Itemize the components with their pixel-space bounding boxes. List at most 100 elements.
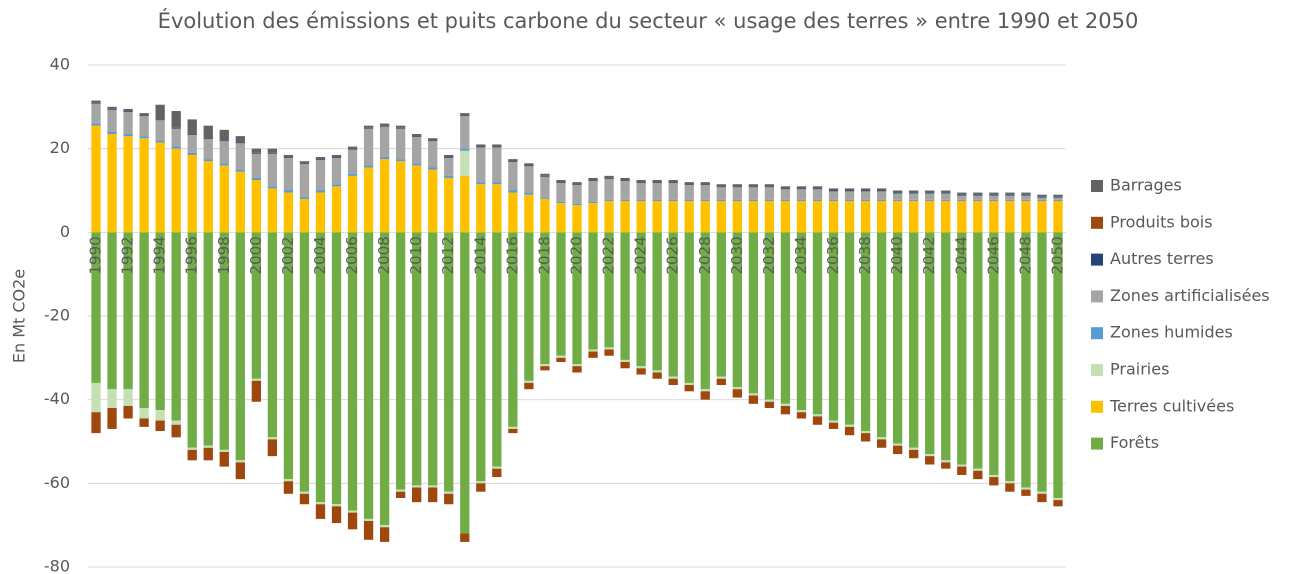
bar-segment	[1021, 232, 1031, 488]
bar-segment	[636, 182, 646, 183]
bar-segment	[155, 232, 165, 411]
bar-segment	[460, 533, 470, 542]
bar-segment	[508, 161, 518, 163]
bar-segment	[957, 232, 967, 465]
x-tick-label: 2032	[760, 236, 778, 274]
bar-segment	[1005, 194, 1015, 196]
bar-segment	[251, 152, 261, 154]
bar-segment	[508, 192, 518, 233]
bar-segment	[331, 154, 342, 158]
bar-segment	[1021, 195, 1031, 200]
bar-segment	[508, 190, 518, 193]
bar-segment	[668, 199, 678, 201]
bar-segment	[572, 203, 582, 206]
x-tick-label: 2040	[888, 236, 906, 274]
bar-segment	[860, 431, 871, 434]
bar-segment	[492, 232, 502, 467]
bar-segment	[620, 177, 630, 181]
bar-segment	[748, 395, 759, 404]
bar-segment	[219, 165, 229, 233]
bar-segment	[876, 190, 887, 192]
bar-segment	[267, 153, 278, 187]
bar-segment	[941, 200, 951, 233]
bar-segment	[588, 180, 598, 181]
bar-segment	[716, 200, 726, 233]
bar-segment	[925, 456, 935, 465]
bar-segment	[1037, 493, 1047, 503]
bar-segment	[299, 196, 310, 199]
bar-segment	[1021, 199, 1031, 201]
bar-segment	[700, 391, 710, 400]
bar-segment	[828, 232, 839, 421]
bar-segment	[139, 418, 149, 427]
bar-segment	[395, 232, 406, 490]
bar-segment	[219, 129, 229, 141]
bar-segment	[1053, 196, 1063, 198]
legend-label: Produits bois	[1110, 212, 1213, 231]
bar-segment	[524, 382, 534, 390]
bar-segment	[957, 200, 967, 233]
bar-segment	[700, 185, 710, 200]
bar-segment	[1021, 192, 1031, 195]
bar-segment	[668, 376, 678, 379]
bar-segment	[235, 462, 245, 480]
bar-segment	[957, 194, 967, 196]
bar-segment	[492, 466, 502, 469]
bar-segment	[764, 184, 775, 187]
bar-segment	[203, 161, 213, 233]
x-tick-label: 2014	[471, 236, 489, 274]
bar-segment	[812, 186, 823, 189]
bar-segment	[347, 146, 358, 149]
bar-segment	[235, 136, 245, 143]
bar-segment	[973, 468, 983, 471]
y-tick-label: 0	[60, 222, 70, 241]
bar-segment	[893, 192, 903, 194]
bar-segment	[492, 182, 502, 185]
bar-segment	[412, 485, 422, 488]
bar-segment	[331, 157, 342, 158]
bar-segment	[363, 232, 374, 519]
bar-segment	[139, 136, 149, 139]
bar-segment	[796, 232, 807, 411]
bar-segment	[540, 197, 550, 199]
bar-segment	[123, 389, 133, 406]
bar-segment	[395, 128, 406, 160]
bar-segment	[347, 512, 358, 530]
x-tick-label: 2030	[728, 236, 746, 274]
bar-segment	[796, 200, 807, 233]
bar-segment	[347, 148, 358, 150]
bar-segment	[1037, 200, 1047, 233]
bar-segment	[299, 493, 310, 505]
bar-segment	[123, 405, 133, 419]
bar-segment	[716, 376, 726, 379]
bar-segment	[460, 115, 470, 117]
bar-segment	[107, 389, 117, 409]
bar-segment	[299, 161, 310, 164]
bar-segment	[1053, 200, 1063, 233]
bar-segment	[844, 426, 855, 436]
bar-segment	[524, 166, 534, 193]
bar-segment	[1037, 194, 1047, 197]
bar-segment	[395, 491, 406, 498]
bar-segment	[235, 460, 245, 463]
bar-segment	[508, 426, 518, 429]
bar-segment	[267, 232, 278, 438]
bar-segment	[219, 232, 229, 450]
bar-segment	[876, 188, 887, 191]
bar-segment	[876, 232, 887, 438]
bar-segment	[572, 185, 582, 204]
x-tick-label: 2002	[279, 236, 297, 274]
bar-segment	[780, 199, 791, 201]
bar-segment	[395, 489, 406, 492]
bar-segment	[107, 106, 117, 109]
bar-segment	[876, 191, 887, 200]
bar-segment	[588, 349, 598, 352]
legend-label: Prairies	[1110, 360, 1169, 379]
bar-segment	[123, 136, 133, 233]
bar-segment	[444, 232, 454, 492]
bar-segment	[941, 193, 951, 200]
bar-segment	[764, 401, 775, 409]
bar-segment	[684, 385, 694, 392]
bar-segment	[636, 232, 646, 367]
bar-segment	[684, 382, 694, 386]
